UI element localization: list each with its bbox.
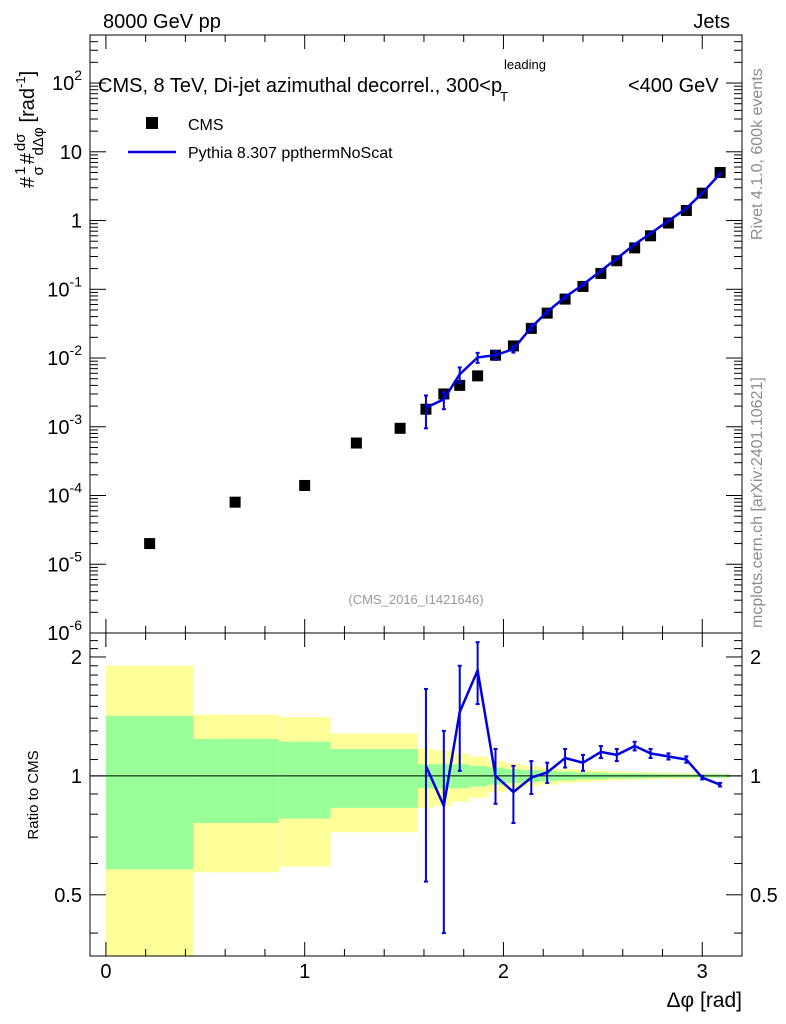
svg-text:#1σ#dσdΔφ[rad-1]: #1σ#dσdΔφ[rad-1] [12, 71, 47, 188]
y-tick-label: 10-6 [47, 617, 82, 645]
cms-data-point [454, 379, 466, 391]
cms-data-point [595, 267, 607, 279]
ratio-y-tick-label-left: 2 [71, 647, 82, 669]
rivet-label: Rivet 4.1.0, 600k events [749, 68, 766, 240]
y-tick-exponent: -5 [70, 548, 83, 564]
y-tick-base: 10 [47, 348, 69, 370]
y-tick-base: 10 [47, 554, 69, 576]
cms-data-point [144, 538, 156, 550]
y-tick-label: 1 [71, 211, 82, 233]
cms-data-point [394, 422, 406, 434]
y-tick-exponent: -3 [70, 411, 83, 427]
process-label: Jets [693, 11, 730, 33]
ylabel-dphi: dΔφ [30, 127, 47, 155]
cms-data-point [645, 230, 657, 242]
legend-cms-marker [146, 117, 158, 129]
title-superscript: leading [504, 57, 546, 72]
cms-data-point [662, 217, 674, 229]
cms-data-point [350, 437, 362, 449]
ylabel-exp: -1 [13, 76, 28, 88]
cms-data-point [611, 255, 623, 267]
y-tick-label: 10-4 [47, 480, 82, 508]
y-tick-label: 10-2 [47, 342, 82, 370]
cms-data-point [229, 496, 241, 508]
y-axis-label: #1σ#dσdΔφ[rad-1] [12, 71, 47, 188]
ratio-y-tick-label-right: 0.5 [750, 885, 778, 907]
y-tick-base: 10 [47, 279, 69, 301]
ylabel-sigma: σ [30, 166, 47, 176]
ratio-inner-band [278, 741, 331, 819]
x-tick-label: 1 [299, 961, 310, 983]
ratio-inner-band [330, 748, 418, 808]
y-tick-label: 10-1 [47, 273, 82, 301]
y-tick-label: 10-5 [47, 548, 82, 576]
y-tick-base: 10 [47, 417, 69, 439]
y-tick-label: 102 [52, 67, 82, 95]
collision-label: 8000 GeV pp [103, 11, 221, 33]
y-tick-base: 10 [47, 486, 69, 508]
y-tick-exponent: -6 [70, 617, 83, 633]
legend-pythia-label: Pythia 8.307 ppthermNoScat [188, 145, 393, 162]
y-tick-base: 10 [52, 73, 74, 95]
x-tick-label: 3 [697, 961, 708, 983]
cms-data-point [680, 204, 692, 216]
ylabel-hash1: # [17, 176, 39, 188]
mcplots-label: mcplots.cern.ch [arXiv:2401.10621] [749, 377, 766, 628]
analysis-id: (CMS_2016_I1421646) [348, 592, 483, 607]
ratio-y-tick-label-left: 1 [71, 766, 82, 788]
title-subscript: T [500, 89, 508, 104]
y-tick-exponent: -4 [70, 480, 83, 496]
y-tick-label: 10-3 [47, 411, 82, 439]
main-plot-marks [144, 166, 726, 550]
ylabel-one: 1 [12, 167, 29, 175]
title-tail: <400 GeV [628, 75, 719, 97]
ylabel-unit: [rad [17, 88, 39, 122]
legend-cms-label: CMS [188, 117, 224, 134]
ratio-plot-frame [89, 632, 743, 957]
ylabel-dsigma: dσ [12, 133, 29, 151]
y-tick-exponent: -2 [70, 342, 83, 358]
ratio-inner-band [105, 715, 194, 870]
ylabel-hash2: # [17, 152, 39, 164]
pythia-line [425, 172, 722, 409]
x-tick-label: 0 [100, 961, 111, 983]
y-tick-exponent: -1 [70, 273, 83, 289]
ratio-y-tick-label-left: 0.5 [54, 885, 82, 907]
ratio-y-axis-label: Ratio to CMS [25, 750, 42, 839]
cms-data-point [472, 370, 484, 382]
plot-title: CMS, 8 TeV, Di-jet azimuthal decorrel., … [98, 57, 719, 104]
ratio-line [424, 666, 721, 811]
ylabel-close: ] [17, 71, 39, 77]
cms-data-point [629, 242, 641, 254]
y-tick-label: 10 [60, 142, 82, 164]
cms-data-point [299, 479, 311, 491]
x-axis-label: Δφ [rad] [667, 989, 743, 1012]
ratio-y-tick-label-right: 2 [750, 647, 761, 669]
ratio-plot-marks [423, 641, 723, 935]
ratio-y-tick-label-right: 1 [750, 766, 761, 788]
ratio-uncertainty-bands [90, 665, 742, 956]
x-tick-label: 2 [498, 961, 509, 983]
title-main: CMS, 8 TeV, Di-jet azimuthal decorrel., … [98, 75, 502, 97]
y-tick-base: 10 [47, 623, 69, 645]
y-tick-exponent: 2 [74, 67, 82, 83]
legend: CMS Pythia 8.307 ppthermNoScat [128, 117, 393, 162]
ratio-inner-band [193, 738, 279, 823]
